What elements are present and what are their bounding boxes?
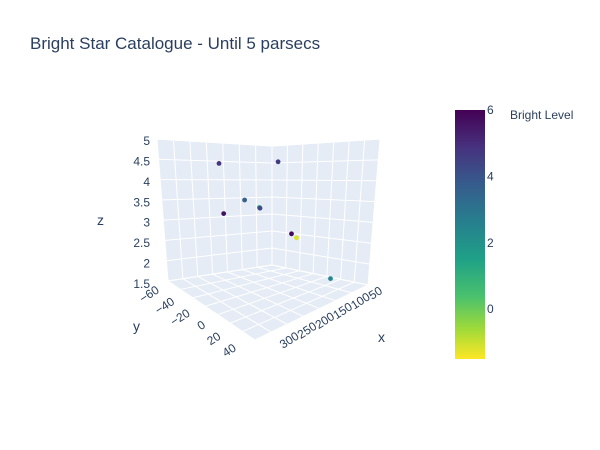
grid-line-floor — [182, 278, 272, 333]
z-axis-label: z — [97, 212, 104, 228]
grid-line-floor — [205, 273, 314, 307]
grid-line-v — [326, 141, 335, 277]
grid-line-floor — [242, 269, 336, 302]
grid-line-floor — [242, 281, 355, 333]
grid-line-v — [172, 139, 184, 279]
grid-line-floor — [180, 267, 286, 290]
grid-line-z — [161, 196, 375, 203]
grid-line-z — [160, 179, 377, 182]
colorbar-ticks: 6 4 2 0 — [487, 103, 494, 316]
grid-line-v — [285, 144, 288, 268]
grid-line-z — [158, 158, 379, 164]
y-tick-label: 0 — [195, 317, 208, 333]
chart-title: Bright Star Catalogue - Until 5 parsecs — [30, 34, 321, 53]
grid-line-v — [340, 140, 350, 280]
colorbar-title: Bright Level — [510, 108, 573, 122]
y-axis-label: y — [133, 318, 140, 334]
grid-line-v — [353, 139, 366, 283]
colorbar-tick-label: 0 — [487, 302, 494, 316]
colorbar: 6 4 2 0 Bright Level — [455, 103, 573, 359]
z-tick-label: 2 — [143, 257, 150, 271]
grid-line-floor — [217, 275, 328, 316]
grid-lines — [156, 138, 381, 333]
z-tick-label: 2.5 — [133, 236, 150, 250]
grid-line-z — [163, 213, 374, 223]
grid-line-z — [164, 230, 372, 244]
data-point[interactable] — [242, 197, 248, 203]
grid-line-floor — [212, 273, 304, 317]
grid-line-v — [238, 143, 243, 270]
grid-line-z — [167, 264, 369, 286]
z-tick-label: 3 — [143, 216, 150, 230]
grid-line-floor — [197, 275, 288, 325]
z-tick-label: 4 — [143, 175, 150, 189]
grid-line-floor — [257, 266, 352, 294]
grid-line-v — [255, 144, 258, 268]
scene — [156, 138, 381, 341]
grid-line-v — [189, 140, 199, 277]
grid-line-v — [298, 143, 304, 271]
colorbar-gradient — [455, 110, 485, 359]
grid-line-floor — [227, 271, 320, 310]
grid-line-v — [312, 142, 319, 274]
z-tick-label: 5 — [143, 134, 150, 148]
z-tick-label: 1.5 — [133, 277, 150, 291]
y-tick-label: 20 — [204, 329, 223, 348]
data-point[interactable] — [328, 276, 333, 281]
grid-line-z — [156, 138, 381, 147]
colorbar-tick-label: 4 — [487, 169, 494, 183]
data-point[interactable] — [221, 211, 227, 217]
data-points — [216, 159, 333, 281]
grid-line-v — [222, 142, 228, 272]
data-point[interactable] — [289, 231, 294, 237]
data-point[interactable] — [257, 205, 263, 211]
grid-line-v — [205, 141, 214, 275]
z-tick-label: 4.5 — [133, 154, 150, 168]
x-axis-label: x — [378, 329, 385, 345]
grid-line-z — [166, 247, 370, 265]
grid-line-floor — [229, 278, 341, 324]
data-point[interactable] — [294, 235, 299, 241]
colorbar-tick-label: 6 — [487, 103, 494, 117]
colorbar-tick-label: 2 — [487, 236, 494, 250]
y-tick-label: 40 — [220, 341, 239, 360]
data-point[interactable] — [216, 161, 222, 166]
z-tick-label: 3.5 — [133, 195, 150, 209]
z-axis-ticks: 1.5 2 2.5 3 3.5 4 4.5 5 — [133, 134, 150, 291]
grid-line-floor — [192, 270, 300, 299]
data-point[interactable] — [275, 159, 281, 165]
